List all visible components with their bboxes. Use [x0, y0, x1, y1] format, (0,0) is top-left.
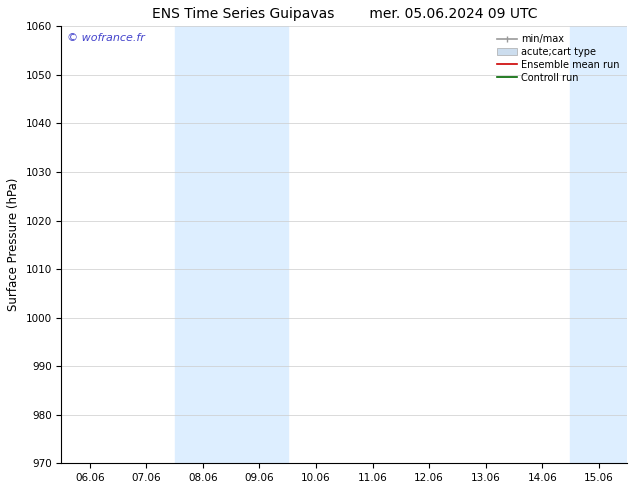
- Bar: [571, 26, 627, 464]
- Bar: [174, 26, 288, 464]
- Legend: min/max, acute;cart type, Ensemble mean run, Controll run: min/max, acute;cart type, Ensemble mean …: [495, 31, 622, 86]
- Y-axis label: Surface Pressure (hPa): Surface Pressure (hPa): [7, 178, 20, 312]
- Text: © wofrance.fr: © wofrance.fr: [67, 33, 145, 43]
- Title: ENS Time Series Guipavas        mer. 05.06.2024 09 UTC: ENS Time Series Guipavas mer. 05.06.2024…: [152, 7, 537, 21]
